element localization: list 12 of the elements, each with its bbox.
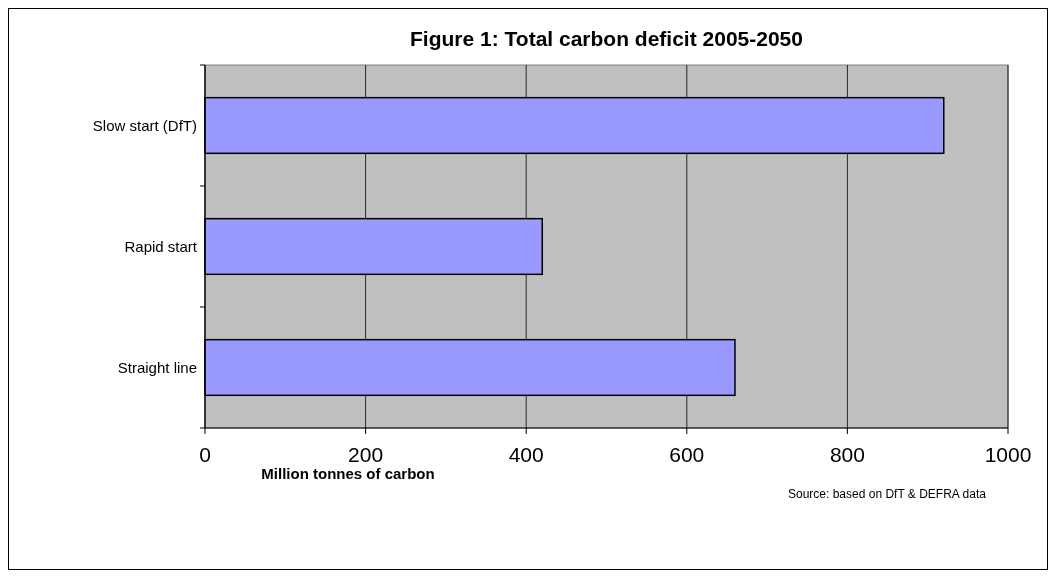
x-tick-label: 400 xyxy=(508,443,544,466)
y-tick-label: Slow start (DfT) xyxy=(92,116,197,134)
x-tick-label: 600 xyxy=(669,443,705,466)
x-tick-label: 0 xyxy=(199,443,211,466)
x-tick-label: 200 xyxy=(348,443,384,466)
source-note: Source: based on DfT & DEFRA data xyxy=(788,487,987,501)
chart-title: Figure 1: Total carbon deficit 2005-2050 xyxy=(410,27,803,50)
y-tick-label: Rapid start xyxy=(124,237,198,255)
x-tick-label: 800 xyxy=(829,443,865,466)
x-tick-label: 1000 xyxy=(984,443,1032,466)
y-tick-label: Straight line xyxy=(117,358,197,376)
x-axis-title: Million tonnes of carbon xyxy=(261,465,435,482)
